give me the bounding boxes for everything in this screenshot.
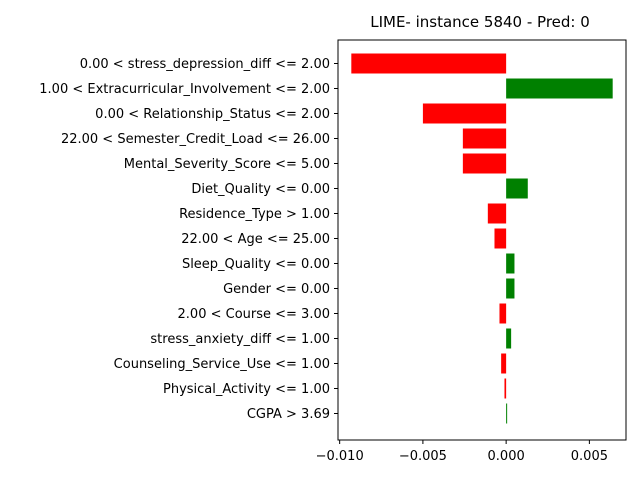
y-tick-label: 2.00 < Course <= 3.00 (178, 307, 330, 322)
bar-2 (422, 103, 507, 124)
y-tick-label: Counseling_Service_Use <= 1.00 (114, 357, 330, 372)
y-tick-label: Gender <= 0.00 (223, 282, 330, 297)
bar-14 (506, 403, 508, 424)
bar-11 (506, 328, 512, 349)
bar-8 (506, 253, 515, 274)
bar-5 (506, 178, 528, 199)
x-tick-label: 0.005 (571, 449, 608, 464)
y-tick-label: stress_anxiety_diff <= 1.00 (150, 332, 330, 347)
bar-9 (506, 278, 515, 299)
y-tick-label: Diet_Quality <= 0.00 (191, 182, 330, 197)
x-tick-label: −0.010 (316, 449, 364, 464)
x-axis-ticks: −0.010 −0.005 0.000 0.005 (316, 440, 608, 464)
bar-3 (462, 128, 507, 149)
y-tick-label: CGPA > 3.69 (247, 407, 330, 422)
plot-frame (337, 39, 627, 441)
y-tick-label: 0.00 < stress_depression_diff <= 2.00 (80, 57, 330, 72)
y-tick-label: 22.00 < Semester_Credit_Load <= 26.00 (61, 132, 330, 147)
bar-12 (501, 353, 507, 374)
bar-6 (487, 203, 507, 224)
y-tick-label: Residence_Type > 1.00 (179, 207, 330, 222)
y-tick-label: Mental_Severity_Score <= 5.00 (124, 157, 330, 172)
y-tick-label: 0.00 < Relationship_Status <= 2.00 (95, 107, 330, 122)
bar-1 (506, 78, 613, 99)
bar-7 (494, 228, 507, 249)
x-tick-label: −0.005 (399, 449, 447, 464)
y-tick-label: 22.00 < Age <= 25.00 (181, 232, 330, 247)
y-tick-label: Sleep_Quality <= 0.00 (182, 257, 330, 272)
bar-10 (499, 303, 507, 324)
x-tick-label: 0.000 (488, 449, 525, 464)
bars-group (351, 53, 613, 424)
bar-0 (351, 53, 507, 74)
chart-title: LIME- instance 5840 - Pred: 0 (370, 13, 590, 31)
bar-13 (504, 378, 507, 399)
y-axis-ticks: 0.00 < stress_depression_diff <= 2.00 1.0… (39, 57, 338, 422)
bar-4 (462, 153, 507, 174)
y-tick-label: 1.00 < Extracurricular_Involvement <= 2.… (39, 82, 330, 97)
y-tick-label: Physical_Activity <= 1.00 (163, 382, 330, 397)
